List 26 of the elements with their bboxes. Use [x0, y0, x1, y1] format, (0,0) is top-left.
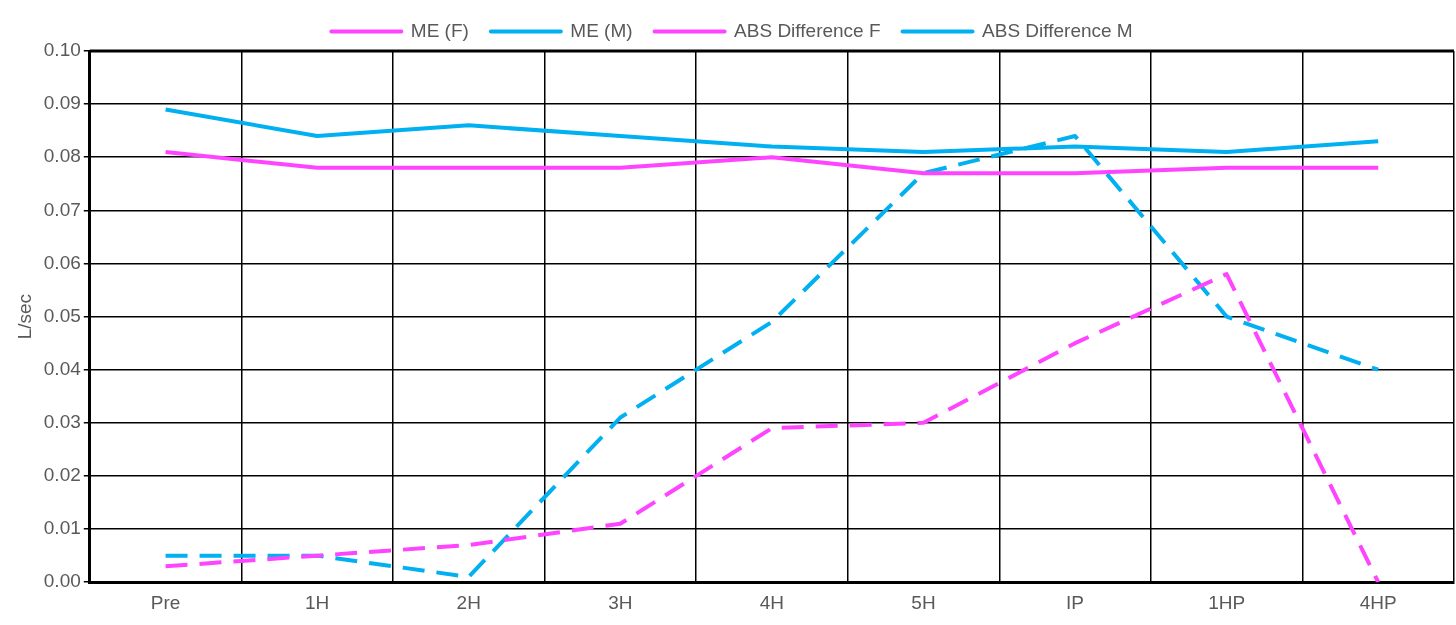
y-tick-label: 0.10	[43, 39, 81, 61]
y-tick-label: 0.07	[43, 198, 81, 220]
y-tick-label: 0.06	[43, 251, 81, 273]
y-tick-label: 0.09	[43, 92, 81, 114]
x-tick-label: 3H	[608, 591, 633, 613]
x-tick-label: 2H	[456, 591, 481, 613]
x-tick-label: 4HP	[1359, 591, 1397, 613]
x-tick-label: IP	[1066, 591, 1085, 613]
x-tick-label: 1HP	[1208, 591, 1246, 613]
y-tick-label: 0.01	[43, 517, 81, 539]
legend-label: ABS Difference F	[734, 19, 881, 41]
line-series	[163, 272, 1381, 583]
y-tick-label: 0.00	[43, 570, 81, 592]
x-tick-label: 4H	[759, 591, 785, 613]
x-tick-label: Pre	[150, 591, 181, 613]
y-tick-label: 0.03	[43, 411, 81, 433]
y-axis-title: L/sec	[13, 293, 35, 340]
x-tick-label: 5H	[911, 591, 936, 613]
legend-label: ABS Difference M	[982, 19, 1133, 41]
y-tick-label: 0.08	[43, 145, 81, 167]
legend-label: ME (F)	[410, 19, 469, 41]
y-tick-label: 0.05	[43, 304, 81, 326]
y-tick-label: 0.02	[43, 464, 81, 486]
y-tick-label: 0.04	[43, 357, 82, 379]
legend-label: ME (M)	[570, 19, 633, 41]
x-tick-label: 1H	[305, 591, 330, 613]
